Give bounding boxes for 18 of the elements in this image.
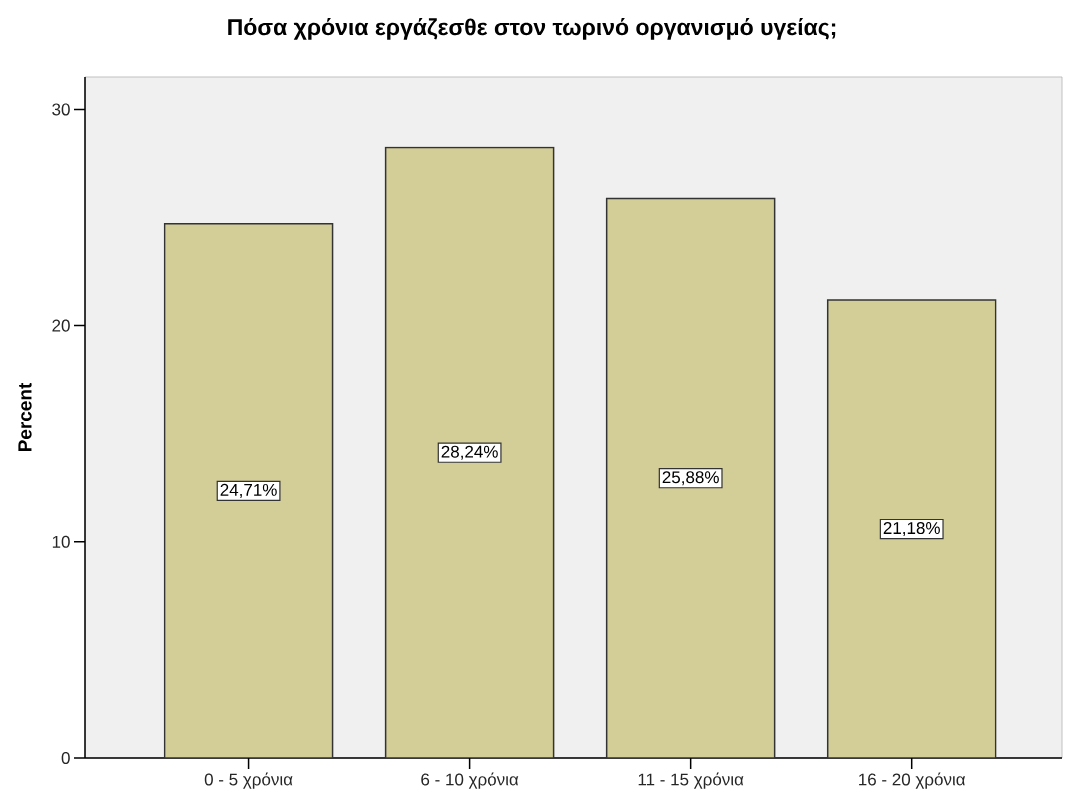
data-label: 21,18% <box>883 522 940 537</box>
data-label: 24,71% <box>220 483 277 498</box>
y-tick-label: 0 <box>61 751 70 765</box>
x-tick-label: 6 - 10 χρόνια <box>421 772 519 789</box>
y-axis-title: Percent <box>18 382 32 452</box>
bar <box>163 223 334 758</box>
x-tick-label: 11 - 15 χρόνια <box>638 772 744 789</box>
x-tick-label: 0 - 5 χρόνια <box>204 772 293 789</box>
data-label: 28,24% <box>441 445 498 460</box>
x-tick-label: 16 - 20 χρόνια <box>859 772 966 789</box>
chart-title: Πόσα χρόνια εργάζεσθε στον τωρινό οργανισμό υγείας; <box>228 18 836 40</box>
bar <box>605 197 776 758</box>
bar <box>384 146 555 758</box>
y-tick-label: 20 <box>52 319 70 332</box>
bar <box>826 299 997 758</box>
y-tick-label: 30 <box>52 103 70 116</box>
data-label: 25,88% <box>662 471 719 486</box>
y-tick-label: 10 <box>52 535 70 548</box>
